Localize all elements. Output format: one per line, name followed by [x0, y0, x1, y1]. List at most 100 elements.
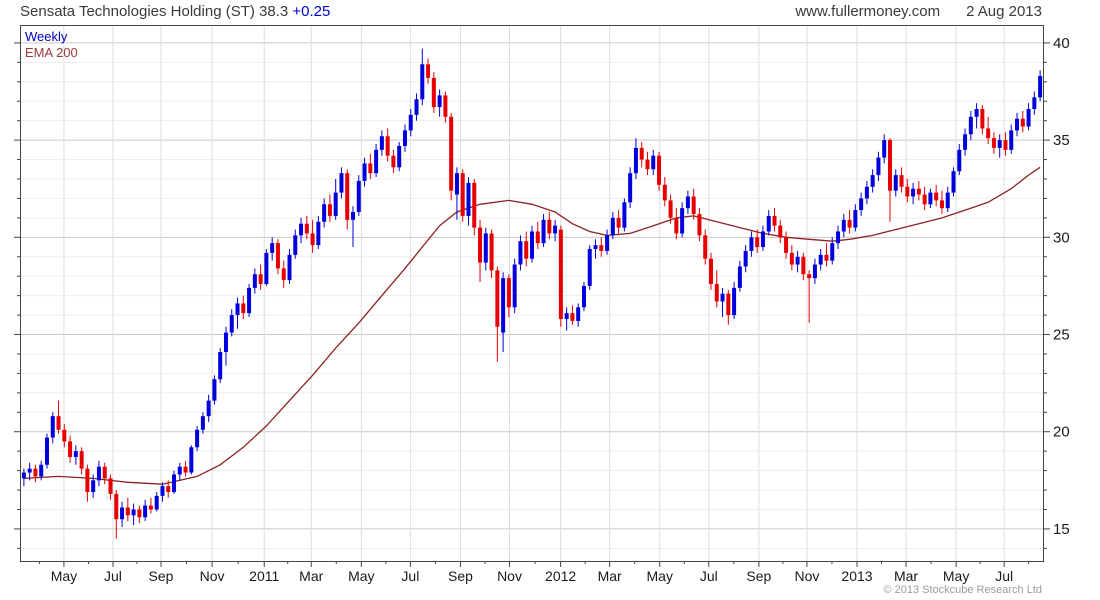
candle-body — [426, 64, 431, 78]
candle-body — [512, 264, 517, 308]
candle-body — [795, 256, 800, 265]
candle-body — [610, 217, 615, 236]
candle-body — [991, 138, 996, 148]
candle-body — [685, 196, 690, 209]
candle-body — [472, 182, 477, 228]
candle-body — [628, 173, 633, 203]
candle-body — [1038, 75, 1043, 98]
candle-body — [466, 182, 471, 216]
candle-body — [784, 237, 789, 253]
candle-body — [368, 163, 373, 174]
candle-body — [96, 466, 101, 481]
y-tick-label: 15 — [1053, 521, 1070, 538]
candle-body — [905, 186, 910, 197]
candle-body — [449, 116, 454, 191]
candle-body — [743, 250, 748, 267]
candle-body — [316, 221, 321, 246]
candle-body — [39, 464, 44, 477]
candle-body — [125, 507, 130, 516]
candle-body — [853, 210, 858, 228]
x-tick-label: Sep — [448, 568, 473, 584]
candle-body — [183, 466, 188, 473]
candle-body — [1015, 118, 1020, 131]
candle-body — [287, 254, 292, 281]
candle-body — [351, 212, 356, 220]
candle-body — [68, 441, 73, 457]
candle-body — [599, 245, 604, 251]
candle-body — [44, 437, 49, 465]
chart-frame: 15 20 25 30 35 40 May Jul Sep Nov 2011 Mar May Jul Sep… — [14, 25, 1070, 584]
legend-ema-label: EMA 200 — [25, 45, 78, 60]
candle-body — [945, 192, 950, 209]
candle-body — [223, 332, 228, 353]
candle-body — [420, 64, 425, 100]
candle-body — [922, 194, 927, 205]
candlestick-chart: 15 20 25 30 35 40 May Jul Sep Nov 2011 Mar May Jul Sep… — [14, 26, 1070, 584]
x-tick-label: Nov — [200, 568, 225, 584]
candle-body — [310, 233, 315, 246]
x-tick-label: Mar — [598, 568, 622, 584]
candle-body — [281, 268, 286, 281]
candle-body — [876, 157, 881, 176]
candle-body — [530, 231, 534, 259]
candle-body — [645, 159, 650, 170]
candle-body — [576, 307, 581, 321]
candle-body — [172, 474, 177, 492]
candle-body — [720, 293, 725, 302]
y-tick-label: 30 — [1053, 229, 1070, 246]
candle-body — [235, 303, 240, 316]
candle-body — [166, 486, 171, 492]
candle-body — [818, 254, 823, 265]
candle-body — [749, 237, 754, 251]
candle-body — [437, 95, 442, 108]
candle-body — [454, 173, 459, 195]
candle-body — [501, 278, 506, 333]
candle-body — [1009, 130, 1014, 150]
candle-body — [928, 192, 933, 205]
candle-body — [911, 188, 916, 197]
candle-body — [62, 429, 67, 442]
candle-body — [391, 155, 396, 168]
candle-body — [478, 227, 483, 263]
candle-body — [882, 140, 887, 158]
candle-body — [264, 252, 269, 284]
candle-body — [120, 507, 125, 520]
candle-body — [824, 254, 829, 261]
candle-body — [102, 466, 107, 479]
candle-body — [27, 468, 32, 473]
candle-body — [847, 219, 852, 228]
x-tick-label: May — [348, 568, 374, 584]
candle-body — [1026, 109, 1031, 127]
candle-body — [737, 266, 742, 288]
x-tick-label: May — [943, 568, 969, 584]
x-tick-label: Mar — [894, 568, 918, 584]
candle-body — [148, 505, 153, 510]
x-tick-label: Nov — [794, 568, 819, 584]
x-tick-label: May — [647, 568, 673, 584]
candle-body — [137, 509, 142, 518]
candle-body — [143, 505, 148, 518]
candle-body — [91, 480, 96, 492]
candle-body — [443, 95, 448, 117]
candle-body — [553, 225, 558, 234]
candle-body — [483, 233, 488, 263]
price-change: +0.25 — [292, 3, 331, 20]
candle-body — [691, 196, 696, 214]
candle-body — [541, 219, 546, 244]
candle-body — [547, 219, 552, 234]
candle-body — [108, 478, 113, 494]
candle-body — [414, 99, 419, 115]
candle-body — [668, 200, 673, 218]
candle-body — [593, 245, 598, 249]
legend-weekly-label: Weekly — [25, 29, 68, 44]
candle-body — [241, 303, 246, 314]
candle-body — [899, 175, 904, 187]
candle-body — [408, 114, 413, 131]
header-right: www.fullermoney.com 2 Aug 2013 — [795, 3, 1042, 20]
candle-body — [616, 217, 621, 228]
candle-body — [980, 109, 985, 129]
candle-body — [50, 416, 55, 438]
candle-body — [218, 352, 223, 380]
site-url: www.fullermoney.com — [795, 3, 941, 20]
candle-body — [270, 243, 275, 253]
